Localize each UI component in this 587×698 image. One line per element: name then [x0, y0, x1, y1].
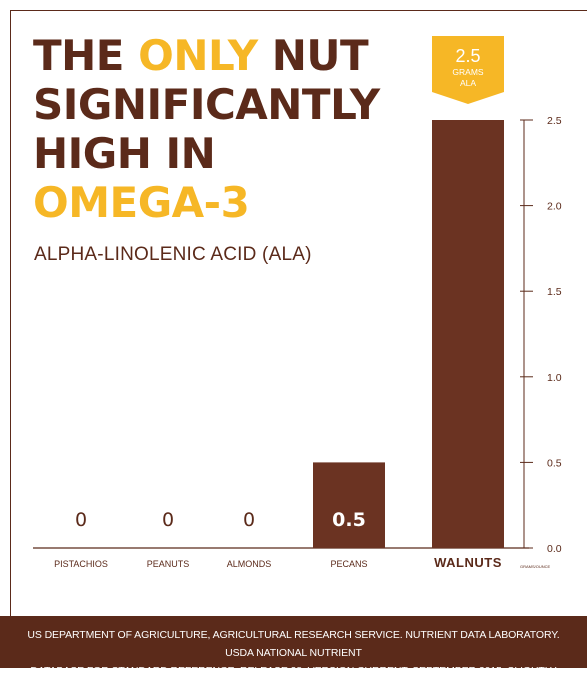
- headline-the: THE: [33, 31, 139, 80]
- headline-omega3: OMEGA-3: [33, 178, 250, 227]
- headline-line-1: THE ONLY NUT: [33, 31, 369, 80]
- value-label-pecans: 0.5: [332, 509, 366, 531]
- value-label-almonds: 0: [243, 509, 255, 531]
- source-line-2: DATABASE FOR STANDARD REFERENCE, RELEASE…: [30, 665, 557, 695]
- bar-walnuts: [432, 120, 504, 548]
- source-footer: US DEPARTMENT OF AGRICULTURE, AGRICULTUR…: [0, 616, 587, 695]
- y-tick-label: 1.0: [547, 372, 562, 384]
- headline-line-3: HIGH IN: [33, 129, 216, 178]
- value-label-peanuts: 0: [162, 509, 174, 531]
- x-label-pecans: PECANS: [330, 559, 367, 569]
- omega3-bar-chart: 0.0 0.5 1.0 1.5 2.0 2.5 GRAMS/OUNCE 0 PISTACHIOS…: [33, 36, 562, 570]
- y-tick-label: 2.5: [547, 115, 562, 127]
- x-label-pistachios: PISTACHIOS: [54, 559, 108, 569]
- callout-nutrient: ALA: [460, 78, 476, 88]
- source-line-1: US DEPARTMENT OF AGRICULTURE, AGRICULTUR…: [27, 629, 560, 659]
- headline-only: ONLY: [138, 31, 258, 80]
- callout-unit: GRAMS: [452, 67, 484, 77]
- y-tick-label: 0.5: [547, 457, 562, 469]
- y-tick-label: 0.0: [547, 543, 562, 555]
- y-tick-label: 2.0: [547, 201, 562, 213]
- x-label-walnuts: WALNUTS: [434, 555, 502, 570]
- headline-line-2: SIGNIFICANTLY: [33, 80, 380, 129]
- headline-nut: NUT: [257, 31, 369, 80]
- chart-subtitle: ALPHA-LINOLENIC ACID (ALA): [34, 244, 312, 265]
- x-label-peanuts: PEANUTS: [147, 559, 190, 569]
- x-label-almonds: ALMONDS: [227, 559, 272, 569]
- headline: THE ONLY NUT SIGNIFICANTLY HIGH IN OMEGA…: [33, 31, 380, 227]
- walnut-callout-banner: [432, 36, 504, 104]
- bar-pecans: [313, 462, 385, 548]
- value-label-pistachios: 0: [75, 509, 87, 531]
- y-tick-label: 1.5: [547, 286, 562, 298]
- y-unit-label: GRAMS/OUNCE: [520, 564, 551, 569]
- callout-value: 2.5: [455, 46, 480, 66]
